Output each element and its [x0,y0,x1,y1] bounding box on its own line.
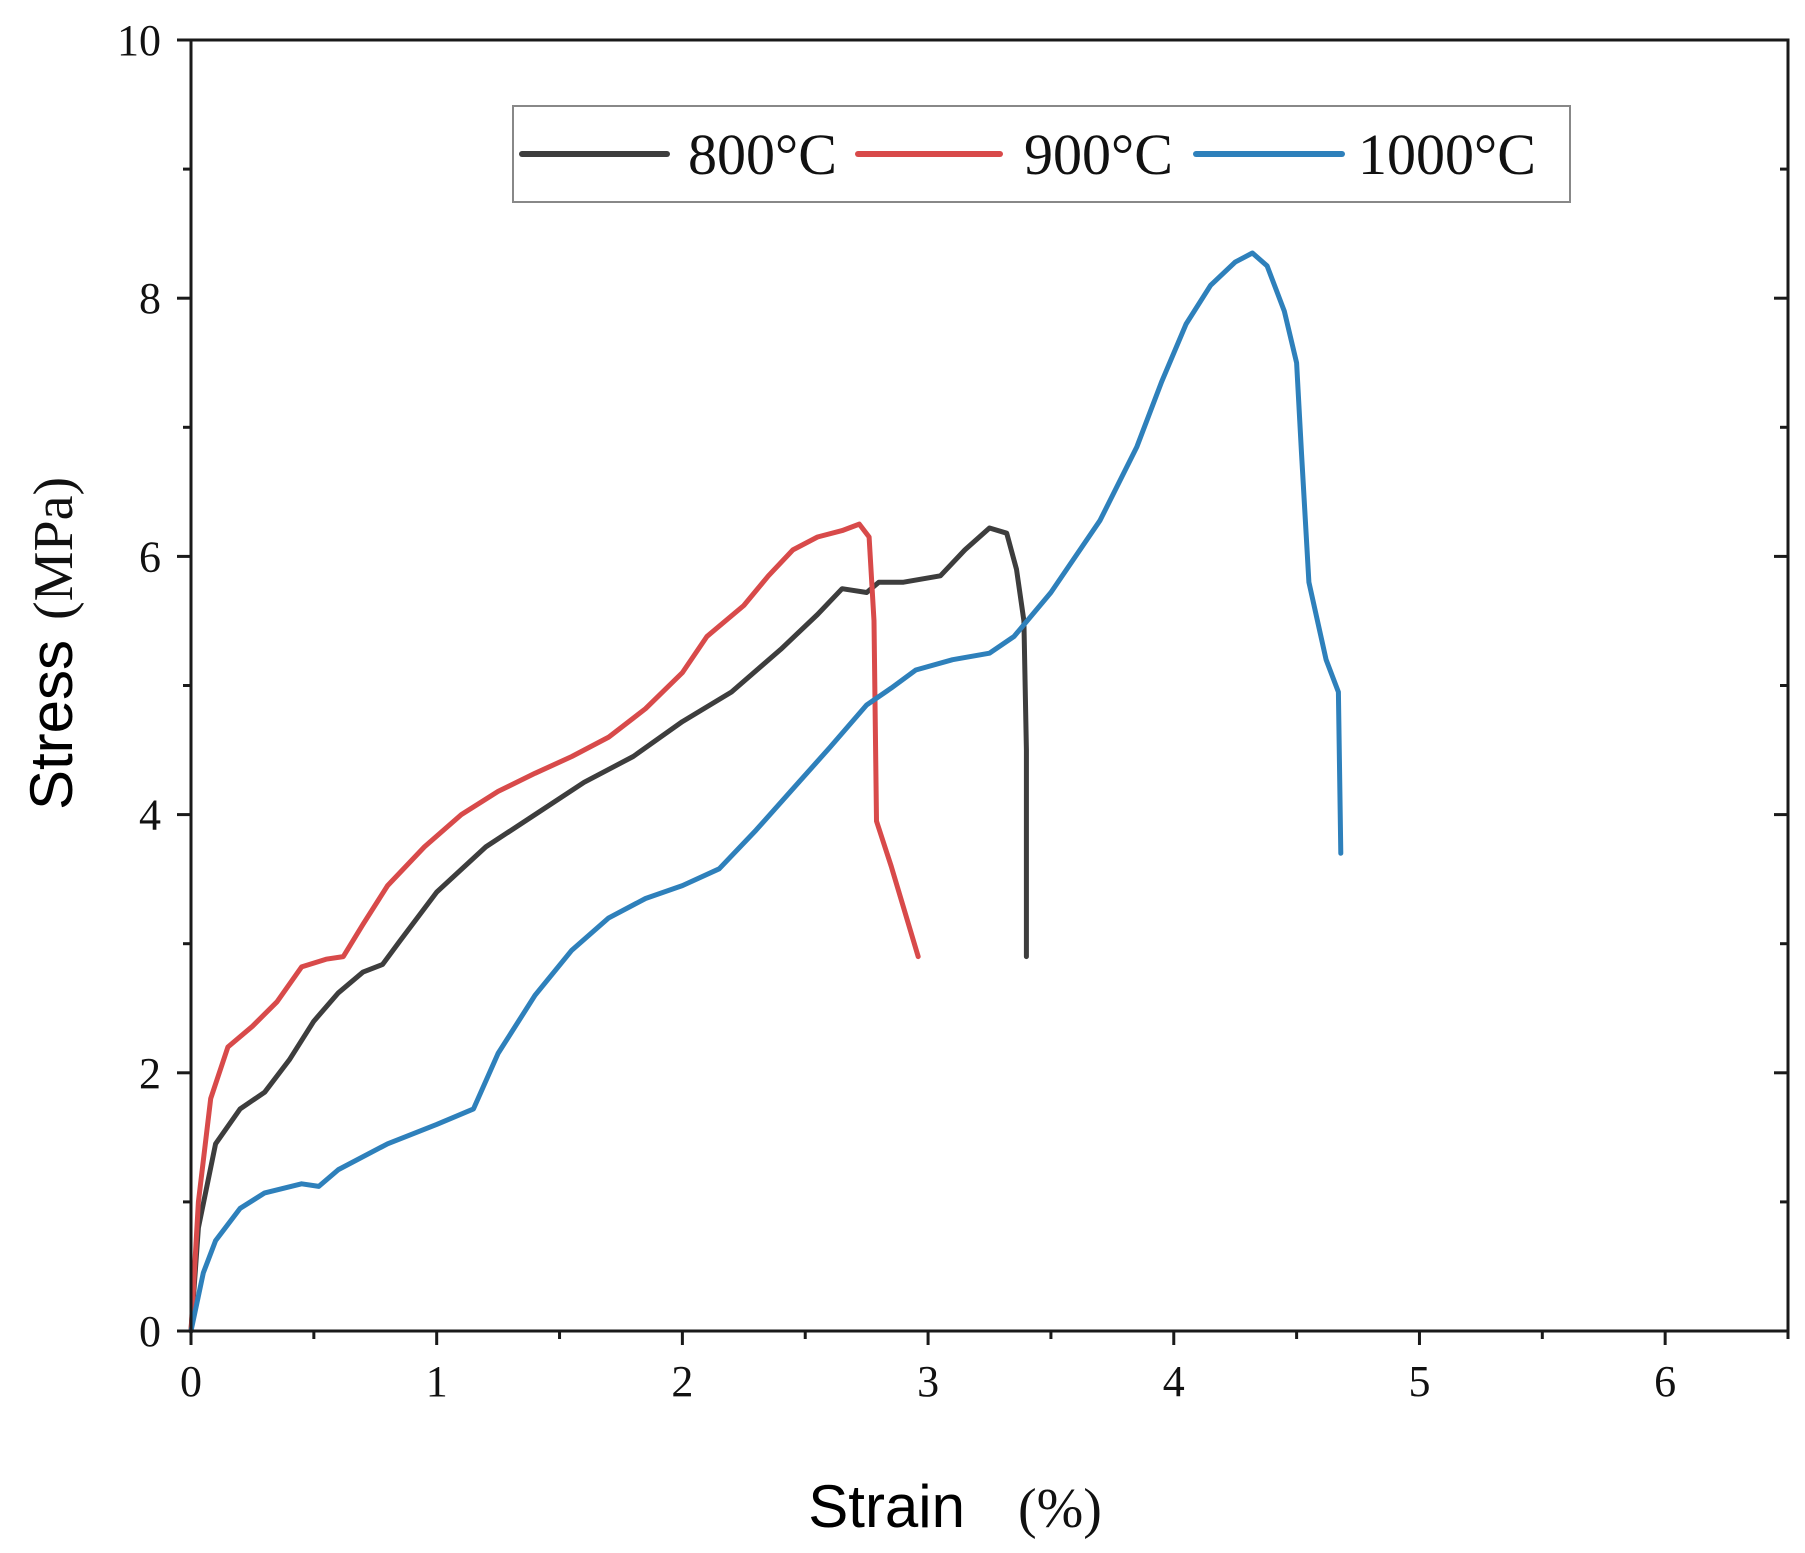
x-tick-label: 4 [1163,1357,1185,1406]
x-tick-label: 1 [426,1357,448,1406]
x-tick-label: 6 [1654,1357,1676,1406]
y-tick-label: 2 [139,1049,161,1098]
series-layer [188,250,1344,1334]
y-tick-label: 0 [139,1307,161,1356]
ticks-layer: 0 1 2 3 4 5 6 0 2 4 6 8 10 [117,16,1790,1406]
legend-label-800: 800°C [688,122,837,187]
y-axis-title-unit: (MPa) [23,477,85,620]
legend: 800°C 900°C 1000°C [512,105,1571,203]
x-axis-title-unit: (%) [1018,1478,1102,1540]
y-tick-label: 4 [139,791,161,840]
x-axis-title: Strain (%) [808,1473,1102,1540]
x-axis-title-word: Strain [808,1473,965,1540]
x-tick-label: 2 [671,1357,693,1406]
x-tick-label: 0 [180,1357,202,1406]
y-tick-label: 8 [139,274,161,323]
series-line-1000 [188,250,1344,1334]
y-tick-label: 6 [139,532,161,581]
y-tick-label: 10 [117,16,161,65]
x-tick-label: 3 [917,1357,939,1406]
x-tick-label: 5 [1408,1357,1430,1406]
legend-box [512,105,1571,203]
legend-label-1000: 1000°C [1358,122,1536,187]
series-line-800 [188,525,1029,1334]
plot-area-frame [189,38,1790,1333]
series-line-900 [188,521,921,1334]
y-axis-title: Stress (MPa) [18,477,85,810]
y-axis-title-word: Stress [18,640,85,810]
legend-label-900: 900°C [1024,122,1173,187]
